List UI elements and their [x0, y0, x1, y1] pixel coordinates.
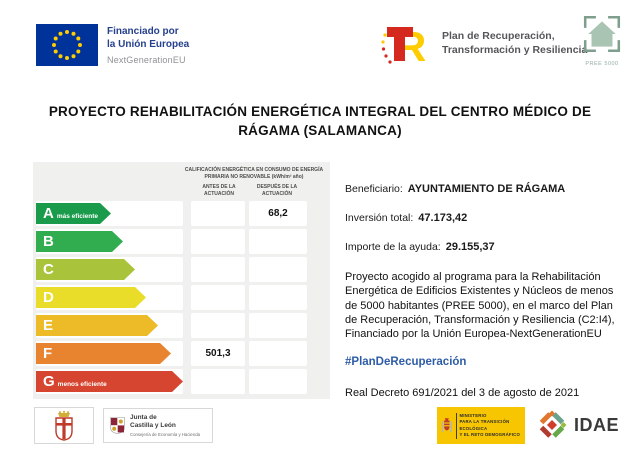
rating-arrow-e: E: [36, 315, 158, 336]
ministry-divider: [455, 412, 457, 439]
value-despues: [249, 257, 307, 282]
value-antes: [191, 201, 245, 226]
beneficiario-row: Beneficiario: AYUNTAMIENTO DE RÁGAMA: [345, 183, 621, 195]
rating-note: menos eficiente: [57, 381, 107, 388]
column-header-antes: ANTES DE LA ACTUACIÓN: [202, 184, 236, 197]
value-antes: [191, 313, 245, 338]
energy-row-g: G menos eficiente: [33, 369, 330, 394]
junta-subtitle: Consejería de Economía y Hacienda: [130, 431, 200, 437]
value-antes: [191, 369, 245, 394]
royal-decree-line: Real Decreto 691/2021 del 3 de agosto de…: [345, 387, 580, 400]
junta-line1: Junta de: [130, 414, 157, 422]
chart-title: CALIFICACIÓN ENERGÉTICA EN CONSUMO DE EN…: [184, 167, 324, 180]
ayuda-label: Importe de la ayuda:: [345, 241, 441, 253]
value-antes: [191, 285, 245, 310]
project-description: Proyecto acogido al programa para la Reh…: [345, 271, 615, 341]
ministerio-transicion-box: MINISTERIO PARA LA TRANSICIÓN ECOLÓGICA …: [437, 407, 525, 444]
plan-title-line2: Transformación y Resiliencia: [442, 44, 588, 56]
rating-arrow-f: F: [36, 343, 171, 364]
beneficiario-value: AYUNTAMIENTO DE RÁGAMA: [407, 183, 566, 195]
energy-row-a: A más eficiente 68,2: [33, 201, 330, 226]
recovery-plan-logo: R Plan de Recuperación, Transformación y…: [379, 18, 587, 70]
project-details: Beneficiario: AYUNTAMIENTO DE RÁGAMA Inve…: [345, 183, 621, 399]
value-despues: [249, 313, 307, 338]
eu-funding-line1: Financiado por: [107, 26, 179, 37]
ragama-crest-icon: [55, 410, 73, 441]
rating-letter: C: [43, 261, 54, 278]
energy-row-d: D: [33, 285, 330, 310]
idae-logo-icon: [539, 410, 567, 438]
column-header-despues: DESPUÉS DE LA ACTUACIÓN: [256, 184, 298, 197]
rating-arrow-b: B: [36, 231, 123, 252]
rating-letter: D: [43, 289, 54, 306]
nextgeneration-eu-label: NextGenerationEU: [107, 55, 186, 65]
rating-letter: A: [43, 205, 54, 222]
inversion-value: 47.173,42: [418, 212, 468, 224]
rating-letter: G: [43, 373, 55, 390]
energy-row-e: E: [33, 313, 330, 338]
eu-funding-line2: la Unión Europea: [107, 38, 190, 50]
plan-title-line1: Plan de Recuperación,: [442, 30, 555, 43]
pree-house-icon: [583, 15, 621, 53]
page-title: PROYECTO REHABILITACIÓN ENERGÉTICA INTEG…: [48, 104, 592, 138]
junta-line2: Castilla y León: [130, 422, 176, 429]
value-despues: [249, 229, 307, 254]
value-despues: [249, 369, 307, 394]
ministerio-line1: MINISTERIO: [459, 412, 487, 418]
junta-shield-icon: [110, 417, 125, 434]
rating-arrow-a: A más eficiente: [36, 203, 111, 224]
junta-castilla-leon-box: Junta de Castilla y León Consejería de E…: [103, 408, 213, 443]
energy-rating-rows: A más eficiente 68,2 B C D: [33, 201, 330, 397]
value-antes: 501,3: [191, 341, 245, 366]
plan-tr-logo-icon: R: [381, 23, 426, 70]
inversion-label: Inversión total:: [345, 212, 414, 224]
rating-arrow-g: G menos eficiente: [36, 371, 183, 392]
rating-arrow-d: D: [36, 287, 146, 308]
idae-logo: IDAE: [536, 409, 619, 441]
inversion-row: Inversión total: 47.173,42: [345, 212, 621, 224]
ayuda-value: 29.155,37: [445, 241, 495, 253]
energy-row-c: C: [33, 257, 330, 282]
energy-rating-chart: CALIFICACIÓN ENERGÉTICA EN CONSUMO DE EN…: [33, 162, 330, 399]
ragama-crest-box: [34, 407, 94, 444]
eu-flag-icon: [36, 24, 98, 66]
value-antes: [191, 257, 245, 282]
energy-row-b: B: [33, 229, 330, 254]
rating-arrow-c: C: [36, 259, 135, 280]
plan-hashtag: #PlanDeRecuperación: [345, 356, 467, 369]
idae-wordmark: IDAE: [574, 414, 620, 435]
value-despues: [249, 341, 307, 366]
ministerio-line2: PARA LA TRANSICIÓN ECOLÓGICA: [459, 419, 510, 431]
beneficiario-label: Beneficiario:: [345, 183, 403, 195]
rating-letter: E: [43, 317, 54, 334]
pree-5000-badge: PREE 5000: [577, 13, 627, 67]
ministerio-line3: Y EL RETO DEMOGRÁFICO: [459, 431, 520, 437]
energy-row-f: F 501,3: [33, 341, 330, 366]
rating-letter: F: [43, 345, 53, 362]
value-despues: 68,2: [249, 201, 307, 226]
value-despues: [249, 285, 307, 310]
eu-funding-logo: Financiado por la Unión Europea NextGene…: [36, 24, 189, 66]
ayuda-row: Importe de la ayuda: 29.155,37: [345, 241, 621, 253]
rating-note: más eficiente: [56, 213, 99, 220]
pree-5000-label: PREE 5000: [585, 61, 619, 67]
spain-coat-of-arms-icon: [441, 416, 452, 433]
rating-letter: B: [43, 233, 54, 250]
value-antes: [191, 229, 245, 254]
